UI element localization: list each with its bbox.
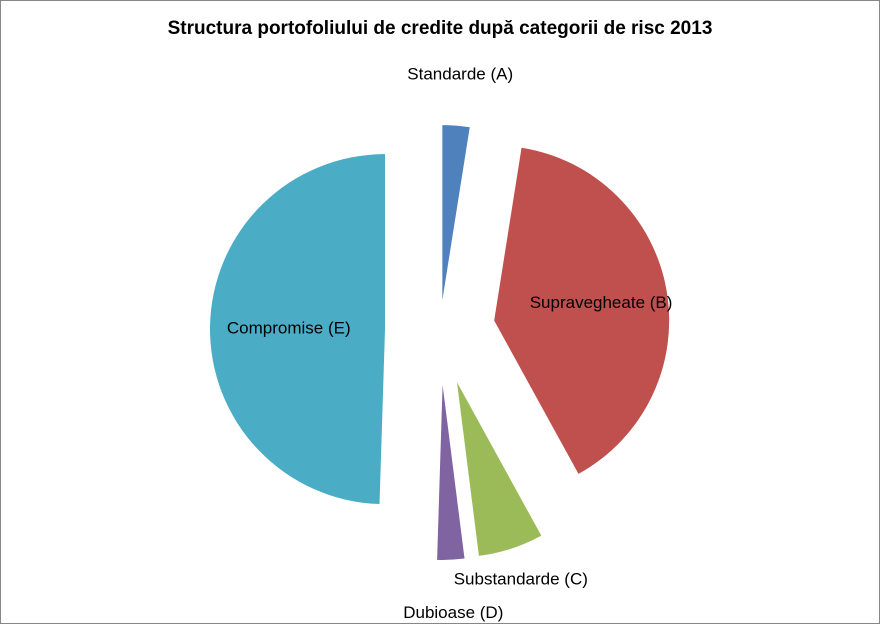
slice-label-2: Supravegheate (B) xyxy=(530,293,673,312)
slice-label-3: Substandarde (C) xyxy=(454,570,588,589)
pie-slice-2 xyxy=(494,147,670,474)
pie-slice-5 xyxy=(210,154,386,505)
pie-slice-1 xyxy=(442,125,470,301)
slice-label-1: Standarde (A) xyxy=(407,64,513,83)
pie-slice-3 xyxy=(456,382,542,556)
pie-slice-4 xyxy=(437,384,465,560)
slice-label-5: Compromise (E) xyxy=(227,319,351,338)
slice-label-4: Dubioase (D) xyxy=(403,603,503,622)
chart-title: Structura portofoliului de credite după … xyxy=(167,18,713,39)
